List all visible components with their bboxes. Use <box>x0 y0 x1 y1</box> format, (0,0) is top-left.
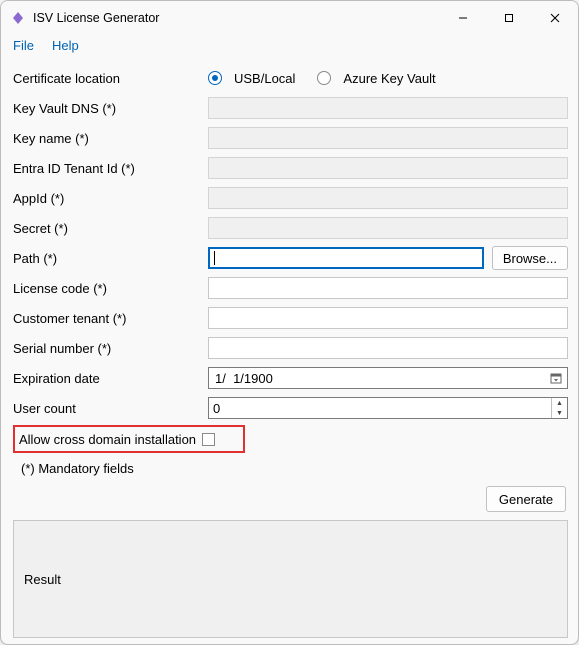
input-customer-tenant[interactable] <box>208 307 568 329</box>
result-label: Result <box>24 572 61 587</box>
input-secret <box>208 217 568 239</box>
input-path[interactable] <box>208 247 484 269</box>
calendar-icon[interactable] <box>547 369 565 387</box>
user-count-value: 0 <box>209 398 551 418</box>
checkbox-allow-cross[interactable] <box>202 433 215 446</box>
expiration-date-value: 1/ 1/1900 <box>215 371 547 386</box>
app-icon <box>11 11 25 25</box>
label-key-vault-dns: Key Vault DNS (*) <box>13 97 208 120</box>
menu-file[interactable]: File <box>13 38 34 53</box>
radio-azure-kv[interactable] <box>317 71 331 85</box>
label-serial-number: Serial number (*) <box>13 337 208 360</box>
app-window: ISV License Generator File Help Certific… <box>0 0 579 645</box>
radio-azure-kv-label[interactable]: Azure Key Vault <box>343 71 435 86</box>
label-key-name: Key name (*) <box>13 127 208 150</box>
spin-up-icon[interactable]: ▲ <box>552 398 567 408</box>
input-user-count[interactable]: 0 ▲ ▼ <box>208 397 568 419</box>
radio-usb-local[interactable] <box>208 71 222 85</box>
input-serial-number[interactable] <box>208 337 568 359</box>
minimize-button[interactable] <box>440 1 486 35</box>
label-user-count: User count <box>13 397 208 420</box>
label-expiration-date: Expiration date <box>13 367 208 390</box>
titlebar: ISV License Generator <box>1 1 578 35</box>
window-controls <box>440 1 578 35</box>
menubar: File Help <box>1 35 578 59</box>
input-app-id <box>208 187 568 209</box>
label-license-code: License code (*) <box>13 277 208 300</box>
spin-down-icon[interactable]: ▼ <box>552 408 567 418</box>
cert-location-group: USB/Local Azure Key Vault <box>208 71 568 86</box>
label-allow-cross: Allow cross domain installation <box>19 432 196 447</box>
label-customer-tenant: Customer tenant (*) <box>13 307 208 330</box>
result-area: Result <box>13 520 568 638</box>
label-cert-location: Certificate location <box>13 67 208 90</box>
label-entra-tenant: Entra ID Tenant Id (*) <box>13 157 208 180</box>
input-license-code[interactable] <box>208 277 568 299</box>
label-secret: Secret (*) <box>13 217 208 240</box>
radio-usb-local-label[interactable]: USB/Local <box>234 71 295 86</box>
input-key-vault-dns <box>208 97 568 119</box>
browse-button[interactable]: Browse... <box>492 246 568 270</box>
close-button[interactable] <box>532 1 578 35</box>
mandatory-note: (*) Mandatory fields <box>13 453 568 480</box>
input-key-name <box>208 127 568 149</box>
menu-help[interactable]: Help <box>52 38 79 53</box>
window-title: ISV License Generator <box>33 11 159 25</box>
maximize-button[interactable] <box>486 1 532 35</box>
form-content: Certificate location USB/Local Azure Key… <box>1 59 578 644</box>
input-entra-tenant <box>208 157 568 179</box>
label-app-id: AppId (*) <box>13 187 208 210</box>
input-expiration-date[interactable]: 1/ 1/1900 <box>208 367 568 389</box>
allow-cross-domain-highlight: Allow cross domain installation <box>13 425 245 453</box>
generate-button[interactable]: Generate <box>486 486 566 512</box>
label-path: Path (*) <box>13 247 208 270</box>
